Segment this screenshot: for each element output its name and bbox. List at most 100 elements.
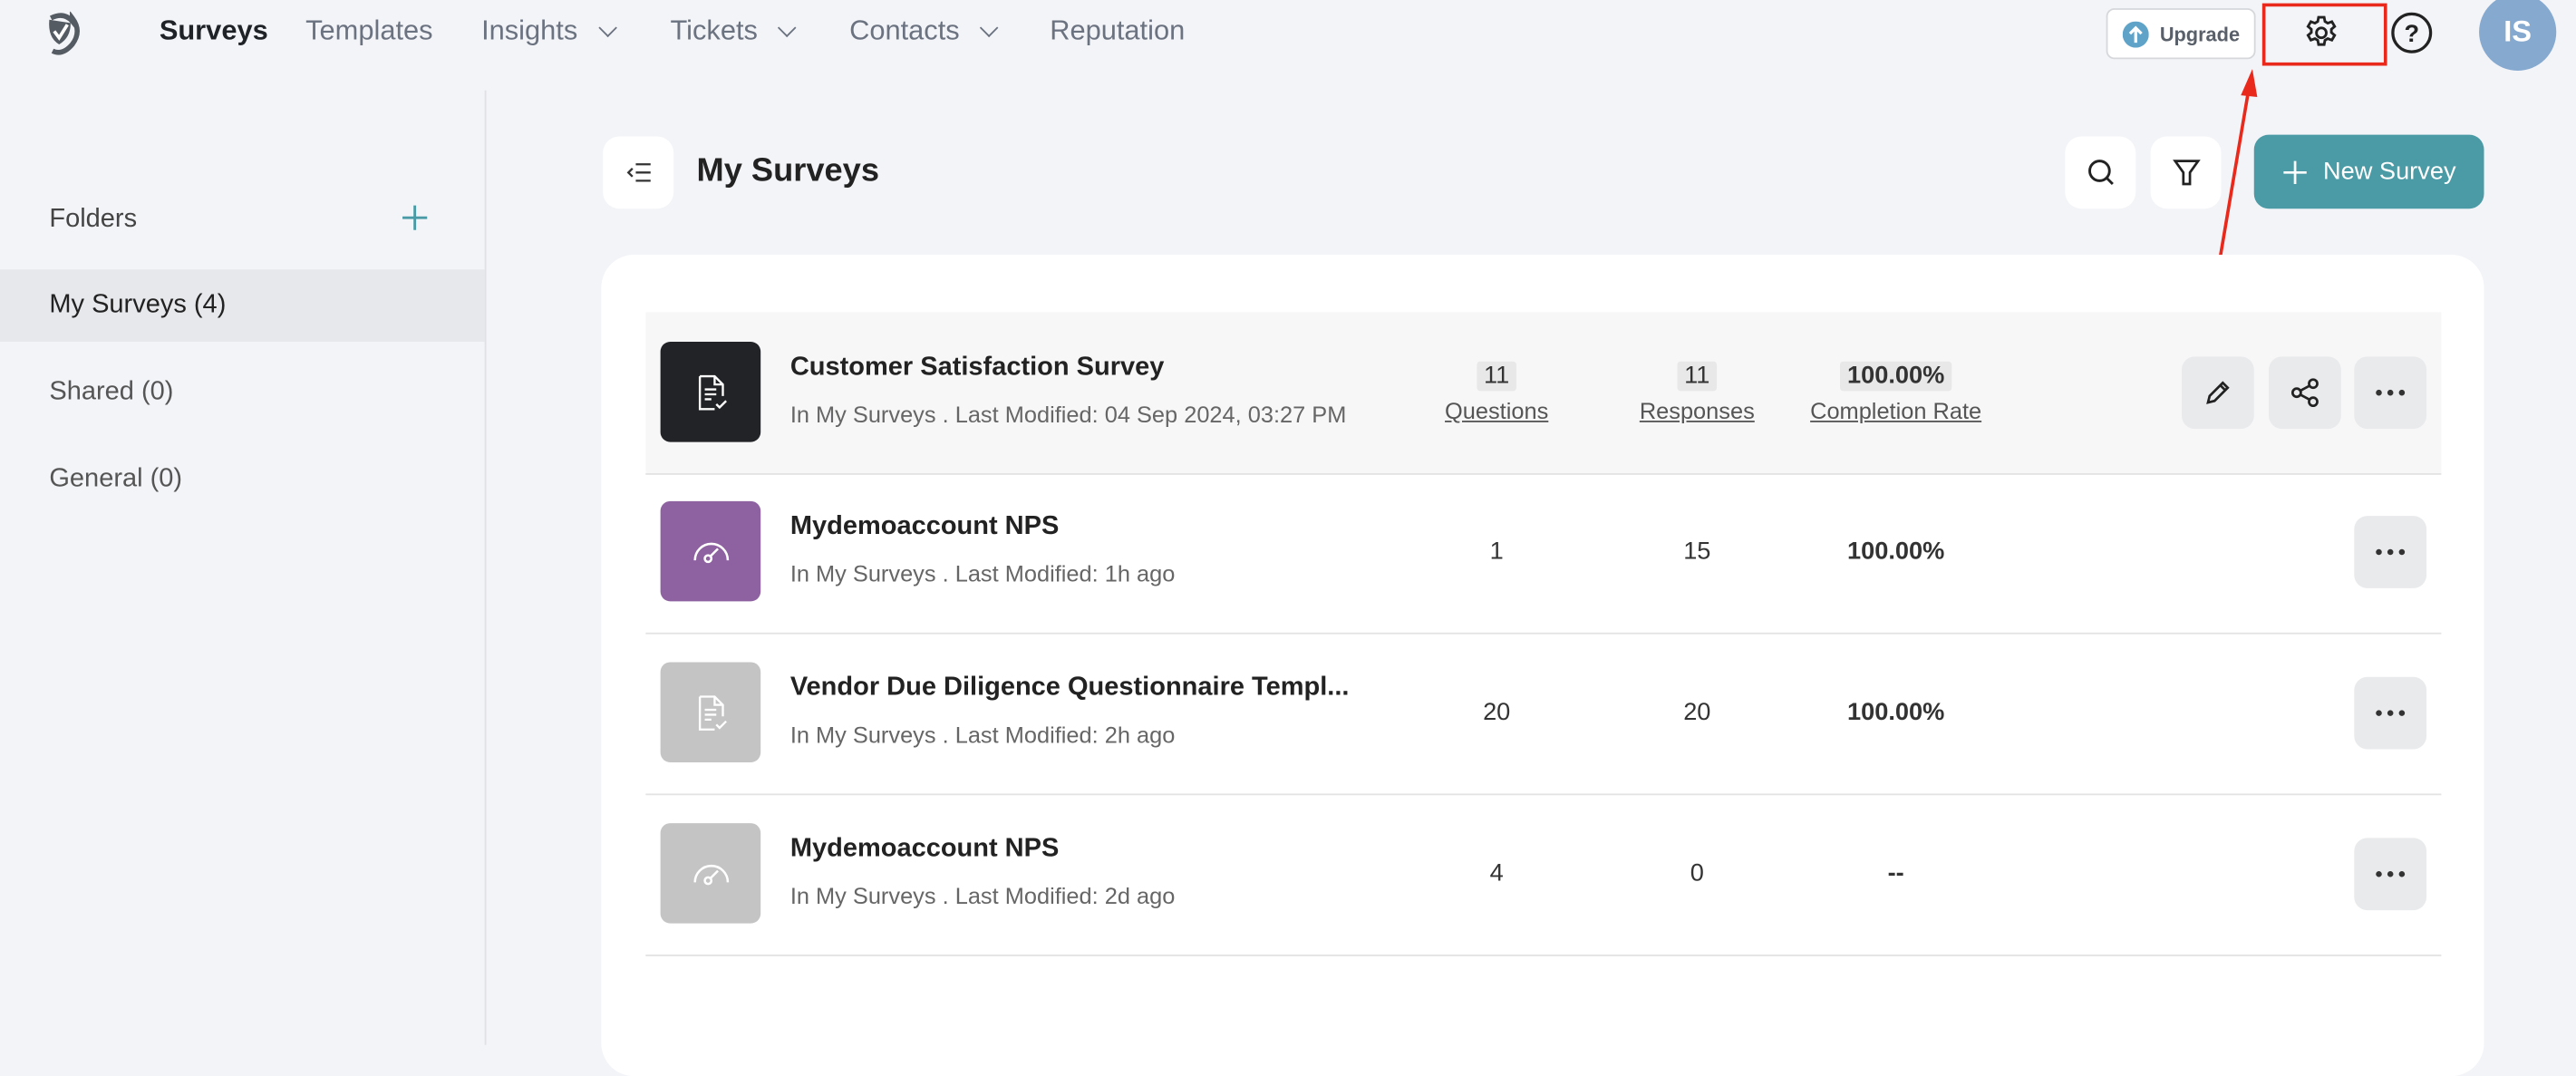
more-horizontal-icon <box>2376 710 2406 716</box>
folders-heading: Folders <box>49 205 138 234</box>
more-horizontal-icon <box>2376 870 2406 877</box>
plus-icon <box>2283 160 2307 184</box>
sidebar-item-general[interactable]: General (0) <box>49 464 183 493</box>
questions-stat: 20 <box>1365 633 1628 794</box>
add-folder-button[interactable] <box>401 204 429 232</box>
completion-rate: 100.00% <box>1846 537 1945 566</box>
responses-count: 11 <box>1677 361 1717 392</box>
chevron-down-icon <box>980 18 999 38</box>
responses-count: 20 <box>1683 698 1711 727</box>
questions-count: 4 <box>1489 858 1504 887</box>
questions-label[interactable]: Questions <box>1445 397 1549 424</box>
survey-subtitle: In My Surveys . Last Modified: 2h ago <box>789 721 1176 748</box>
annotation-arrow <box>2216 69 2258 272</box>
responses-stat: 0 <box>1565 793 1828 955</box>
questions-count: 20 <box>1483 698 1511 727</box>
responses-stat: 20 <box>1565 633 1828 794</box>
survey-title[interactable]: Mydemoaccount NPS <box>789 512 1060 541</box>
nav-label: Reputation <box>1050 15 1186 46</box>
help-icon: ? <box>2391 12 2433 53</box>
completion-rate: 100.00% <box>1846 698 1945 727</box>
chevron-down-icon <box>597 18 617 38</box>
nav-surveys[interactable]: Surveys <box>160 15 268 47</box>
completion-stat: 100.00% Completion Rate <box>1765 312 2028 473</box>
completion-rate: -- <box>1887 858 1904 887</box>
share-button[interactable] <box>2269 356 2341 430</box>
survey-title[interactable]: Mydemoaccount NPS <box>789 834 1060 863</box>
survey-icon-tile <box>660 662 761 762</box>
nav-label: Insights <box>481 15 578 46</box>
sidebar-item-shared[interactable]: Shared (0) <box>49 377 174 406</box>
help-button[interactable]: ? <box>2390 12 2433 63</box>
questions-stat: 11 Questions <box>1365 312 1628 473</box>
survey-row[interactable]: Mydemoaccount NPS In My Surveys . Last M… <box>645 793 2442 956</box>
pencil-icon <box>2206 381 2230 404</box>
survey-subtitle: In My Surveys . Last Modified: 04 Sep 20… <box>789 401 1347 428</box>
nav-label: Contacts <box>849 15 960 46</box>
nav-reputation[interactable]: Reputation <box>1050 15 1185 47</box>
responses-stat: 11 Responses <box>1565 312 1828 473</box>
more-options-button[interactable] <box>2354 516 2427 588</box>
filter-button[interactable] <box>2150 136 2222 209</box>
annotation-highlight-box <box>2261 3 2387 66</box>
plus-icon <box>402 205 428 230</box>
gear-icon <box>2306 15 2337 46</box>
filter-icon <box>2172 160 2200 186</box>
completion-rate: 100.00% <box>1840 361 1951 392</box>
gauge-icon <box>692 541 729 563</box>
page-title: My Surveys <box>696 152 879 189</box>
responses-count: 15 <box>1683 537 1711 566</box>
search-button[interactable] <box>2065 136 2136 209</box>
survey-subtitle: In My Surveys . Last Modified: 2d ago <box>789 882 1176 909</box>
survey-row[interactable]: Mydemoaccount NPS In My Surveys . Last M… <box>645 471 2442 635</box>
questions-stat: 4 <box>1365 793 1628 955</box>
toggle-sidebar-button[interactable] <box>603 136 674 209</box>
responses-label[interactable]: Responses <box>1639 397 1755 424</box>
settings-button[interactable] <box>2301 14 2341 62</box>
sidebar-item-my-surveys[interactable] <box>0 269 485 342</box>
nav-templates[interactable]: Templates <box>305 15 432 47</box>
completion-stat: 100.00% <box>1765 471 2028 633</box>
more-horizontal-icon <box>2376 548 2406 556</box>
nav-insights[interactable]: Insights <box>481 15 617 47</box>
questions-stat: 1 <box>1365 471 1628 633</box>
avatar-initials: IS <box>2503 15 2532 48</box>
completion-label[interactable]: Completion Rate <box>1810 397 1982 424</box>
search-icon <box>2087 160 2113 186</box>
completion-stat: -- <box>1765 793 2028 955</box>
responses-stat: 15 <box>1565 471 1828 633</box>
avatar[interactable]: IS <box>2479 0 2557 71</box>
document-check-icon <box>698 694 727 731</box>
sidebar-item-label: My Surveys (4) <box>49 290 227 319</box>
sidebar-divider <box>484 90 487 1045</box>
nav-tickets[interactable]: Tickets <box>670 15 797 47</box>
chevron-down-icon <box>778 18 797 38</box>
upgrade-label: Upgrade <box>2159 22 2241 45</box>
arrow-up-circle-icon <box>2122 20 2149 47</box>
questions-count: 1 <box>1489 537 1504 566</box>
survey-title[interactable]: Customer Satisfaction Survey <box>789 353 1165 382</box>
completion-stat: 100.00% <box>1765 633 2028 794</box>
survey-title[interactable]: Vendor Due Diligence Questionnaire Templ… <box>789 674 1350 702</box>
edit-button[interactable] <box>2182 356 2254 430</box>
svg-text:?: ? <box>2404 19 2419 47</box>
more-options-button[interactable] <box>2354 838 2427 911</box>
survey-icon-tile <box>660 823 761 924</box>
new-survey-button[interactable]: New Survey <box>2253 134 2484 209</box>
nav-label: Tickets <box>670 15 758 46</box>
nav-contacts[interactable]: Contacts <box>849 15 999 47</box>
new-survey-label: New Survey <box>2322 158 2456 186</box>
survey-subtitle: In My Surveys . Last Modified: 1h ago <box>789 560 1176 587</box>
survey-icon-tile <box>660 500 761 602</box>
survey-row[interactable]: Customer Satisfaction Survey In My Surve… <box>645 312 2442 475</box>
app-logo[interactable] <box>43 10 85 66</box>
collapse-menu-icon <box>625 163 650 182</box>
gauge-icon <box>692 864 729 885</box>
more-options-button[interactable] <box>2354 356 2427 430</box>
share-icon <box>2290 378 2319 408</box>
nav-label: Templates <box>305 15 433 46</box>
upgrade-button[interactable]: Upgrade <box>2106 8 2256 60</box>
survey-row[interactable]: Vendor Due Diligence Questionnaire Templ… <box>645 633 2442 796</box>
more-horizontal-icon <box>2376 389 2406 396</box>
more-options-button[interactable] <box>2354 676 2427 750</box>
